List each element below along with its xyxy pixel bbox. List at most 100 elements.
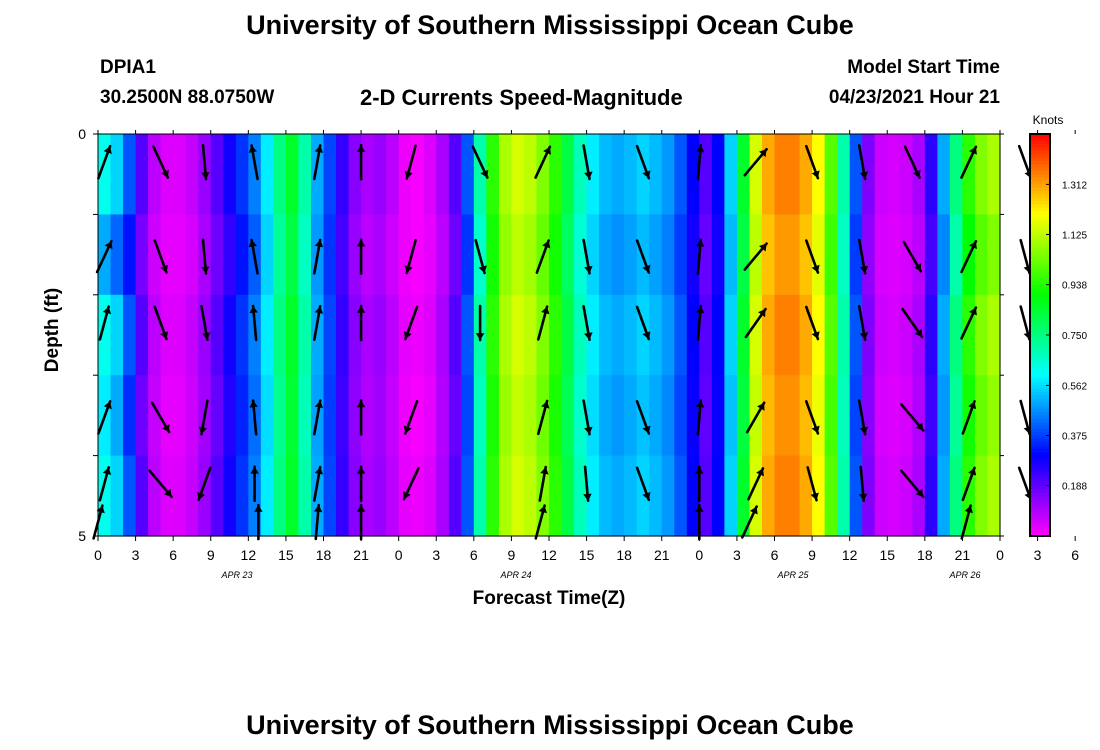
arrow-head — [913, 263, 922, 272]
heatmap-cell — [611, 294, 625, 376]
colorbar-swatch — [1030, 180, 1050, 185]
x-tick-label: 9 — [207, 547, 215, 563]
current-arrow — [536, 305, 550, 341]
arrow-head — [356, 306, 366, 313]
arrow-head — [915, 488, 924, 497]
colorbar-swatch — [1030, 378, 1050, 383]
current-arrow — [356, 503, 366, 541]
station-id: DPIA1 — [100, 57, 156, 78]
arrow-head — [356, 505, 366, 512]
heatmap-cell — [624, 375, 638, 457]
heatmap-cell — [812, 214, 826, 296]
y-tick-label: 5 — [78, 528, 86, 544]
heatmap-cell — [674, 294, 688, 376]
heatmap-cell — [711, 294, 725, 376]
heatmap-cell — [423, 134, 437, 215]
heatmap-cell — [574, 375, 588, 457]
heatmap-cell — [361, 455, 375, 537]
colorbar-swatch — [1030, 164, 1050, 169]
colorbar-label: Knots — [1033, 113, 1064, 127]
current-arrow — [804, 400, 820, 435]
x-tick-label: 21 — [353, 547, 369, 563]
arrow-head — [642, 425, 651, 434]
heatmap-cell — [285, 294, 300, 376]
heatmap-cell — [824, 294, 838, 376]
heatmap-cell — [373, 455, 387, 537]
heatmap-cell — [436, 375, 450, 457]
heatmap-cell — [160, 455, 174, 537]
heatmap-cell — [323, 214, 337, 296]
colorbar-swatch — [1030, 395, 1050, 400]
heatmap-cell — [348, 375, 362, 457]
current-arrow — [696, 304, 705, 342]
arrow-head — [314, 467, 324, 475]
heatmap-cell — [486, 375, 500, 457]
colorbar-swatch — [1030, 234, 1050, 239]
heatmap-cell — [398, 134, 412, 215]
heatmap-cell — [549, 134, 563, 215]
heatmap-cell — [323, 294, 337, 376]
arrow-head — [695, 505, 704, 512]
current-arrow — [254, 503, 263, 541]
current-arrow — [97, 400, 112, 435]
arrow-head — [356, 239, 366, 247]
heatmap-cell — [887, 375, 901, 457]
heatmap-cell — [223, 455, 237, 537]
heatmap-cell — [486, 294, 500, 376]
heatmap-cell — [361, 214, 375, 296]
colorbar-swatch — [1030, 499, 1050, 504]
current-arrow — [857, 238, 869, 275]
heatmap-cell — [148, 455, 162, 537]
arrow-head — [248, 239, 257, 248]
heatmap-cell — [736, 455, 751, 537]
arrow-head — [163, 488, 172, 497]
heatmap-cell — [423, 375, 437, 457]
heatmap-cell — [661, 294, 675, 376]
arrow-head — [249, 400, 258, 408]
heatmap-cell — [561, 455, 575, 537]
heatmap-cell — [549, 375, 563, 457]
colorbar-swatch — [1030, 391, 1050, 396]
footer-title: University of Southern Mississippi Ocean… — [246, 710, 854, 740]
arrow-head — [197, 492, 205, 500]
heatmap-cell — [686, 214, 700, 296]
arrow-head — [356, 400, 366, 408]
model-start-label: Model Start Time — [847, 57, 1000, 78]
heatmap-cell — [123, 375, 137, 457]
heatmap-cell — [787, 134, 801, 215]
colorbar-tick-label: 1.312 — [1062, 180, 1087, 191]
arrow-head — [811, 425, 820, 434]
colorbar-swatch — [1030, 492, 1050, 497]
heatmap-cell — [173, 455, 187, 537]
heatmap-cell — [987, 294, 1001, 376]
heatmap-cell — [899, 214, 913, 296]
colorbar-swatch — [1030, 358, 1050, 363]
colorbar-swatch — [1030, 432, 1050, 437]
heatmap-cell — [949, 455, 964, 537]
heatmap-cell — [574, 214, 588, 296]
heatmap-cell — [323, 455, 337, 537]
arrow-head — [968, 401, 977, 410]
page-title: University of Southern Mississippi Ocean… — [246, 10, 854, 40]
heatmap-cell — [373, 214, 387, 296]
current-arrow — [153, 305, 169, 341]
heatmap-cell — [724, 455, 738, 537]
colorbar-swatch — [1030, 221, 1050, 226]
arrow-head — [696, 400, 705, 408]
x-tick-label: 6 — [1071, 547, 1079, 563]
current-arrow — [804, 144, 820, 180]
heatmap-cell — [599, 455, 613, 537]
heatmap-cell — [411, 134, 425, 215]
current-arrow — [635, 400, 651, 435]
heatmap-cell — [235, 134, 249, 215]
heatmap-cell — [123, 294, 137, 376]
current-arrow — [98, 305, 112, 341]
colorbar-swatch — [1030, 509, 1050, 514]
heatmap-cell — [611, 214, 625, 296]
arrow-head — [543, 146, 551, 155]
colorbar-swatch — [1030, 351, 1050, 356]
heatmap-cell — [699, 294, 713, 376]
arrow-head — [314, 145, 324, 153]
colorbar-swatch — [1030, 482, 1050, 487]
heatmap-cell — [849, 455, 863, 537]
